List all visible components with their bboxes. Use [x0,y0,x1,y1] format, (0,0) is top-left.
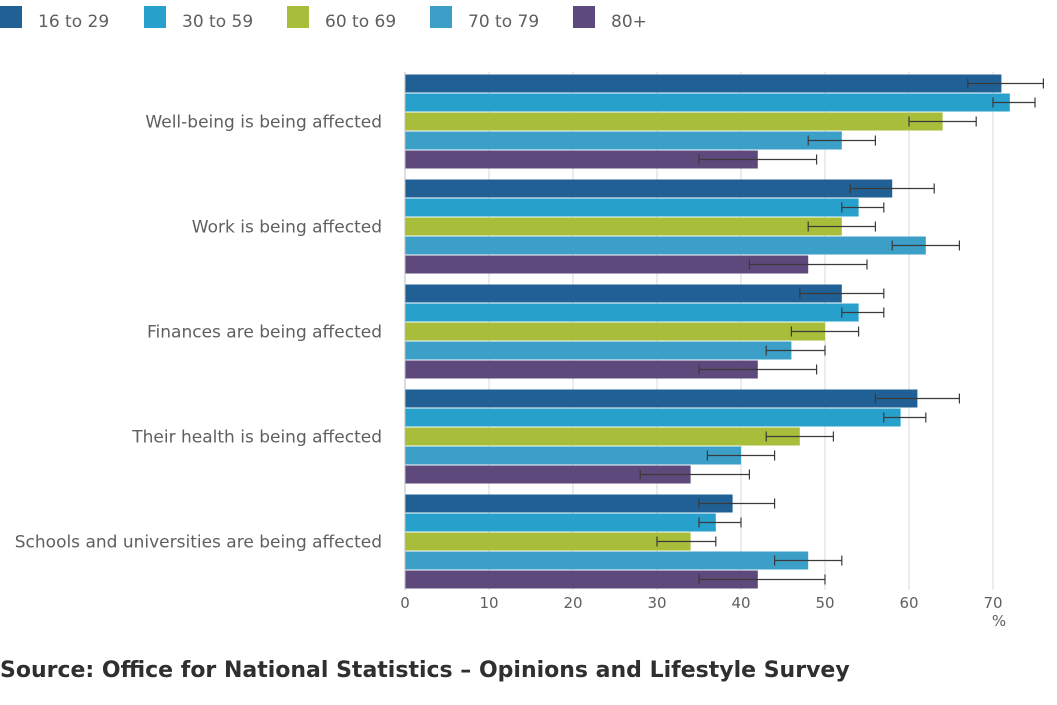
x-tick-label: 60 [899,594,918,612]
category-label: Work is being affected [192,218,382,238]
chart-legend: 16 to 29 30 to 59 60 to 69 70 to 79 80+ [0,6,647,32]
x-tick-label: 20 [563,594,582,612]
legend-label: 80+ [611,12,647,32]
bar [405,303,859,322]
category-label: Schools and universities are being affec… [15,533,382,553]
bar [405,408,901,427]
bar [405,427,800,446]
bar [405,236,926,255]
bar [405,341,792,360]
legend-swatch [287,6,309,28]
bar [405,93,1010,112]
x-tick-label: 40 [731,594,750,612]
legend-label: 60 to 69 [325,12,396,32]
bar [405,532,691,551]
legend-swatch [430,6,452,28]
chart-bars [405,74,1045,589]
bar [405,513,716,532]
category-label: Their health is being affected [131,428,382,448]
bar [405,322,825,341]
bar [405,446,741,465]
bar [405,74,1002,93]
source-note: Source: Office for National Statistics –… [0,658,850,683]
bar [405,570,758,589]
x-tick-label: 70 [983,594,1002,612]
bar [405,131,842,150]
x-tick-label: 30 [647,594,666,612]
bar [405,551,809,570]
x-axis-unit-label: % [992,612,1006,630]
bar [405,255,809,274]
bar [405,360,758,379]
legend-swatch [144,6,166,28]
x-axis: 0 10 20 30 40 50 60 70% [400,72,1006,630]
x-tick-label: 10 [479,594,498,612]
category-labels: Well-being is being affected Work is bein… [15,113,382,553]
legend-label: 16 to 29 [38,12,109,32]
category-label: Well-being is being affected [145,113,382,133]
grouped-bar-chart: 16 to 29 30 to 59 60 to 69 70 to 79 80+ Well… [0,6,1045,630]
bar [405,198,859,217]
bar [405,112,943,131]
bar [405,494,733,513]
x-tick-label: 0 [400,594,410,612]
bar [405,465,691,484]
bar [405,284,842,303]
bar [405,217,842,236]
legend-label: 30 to 59 [182,12,253,32]
bar [405,179,893,198]
category-label: Finances are being affected [147,323,382,343]
bar [405,150,758,169]
legend-label: 70 to 79 [468,12,539,32]
x-tick-label: 50 [815,594,834,612]
legend-swatch [573,6,595,28]
bar [405,389,918,408]
legend-swatch [0,6,22,28]
